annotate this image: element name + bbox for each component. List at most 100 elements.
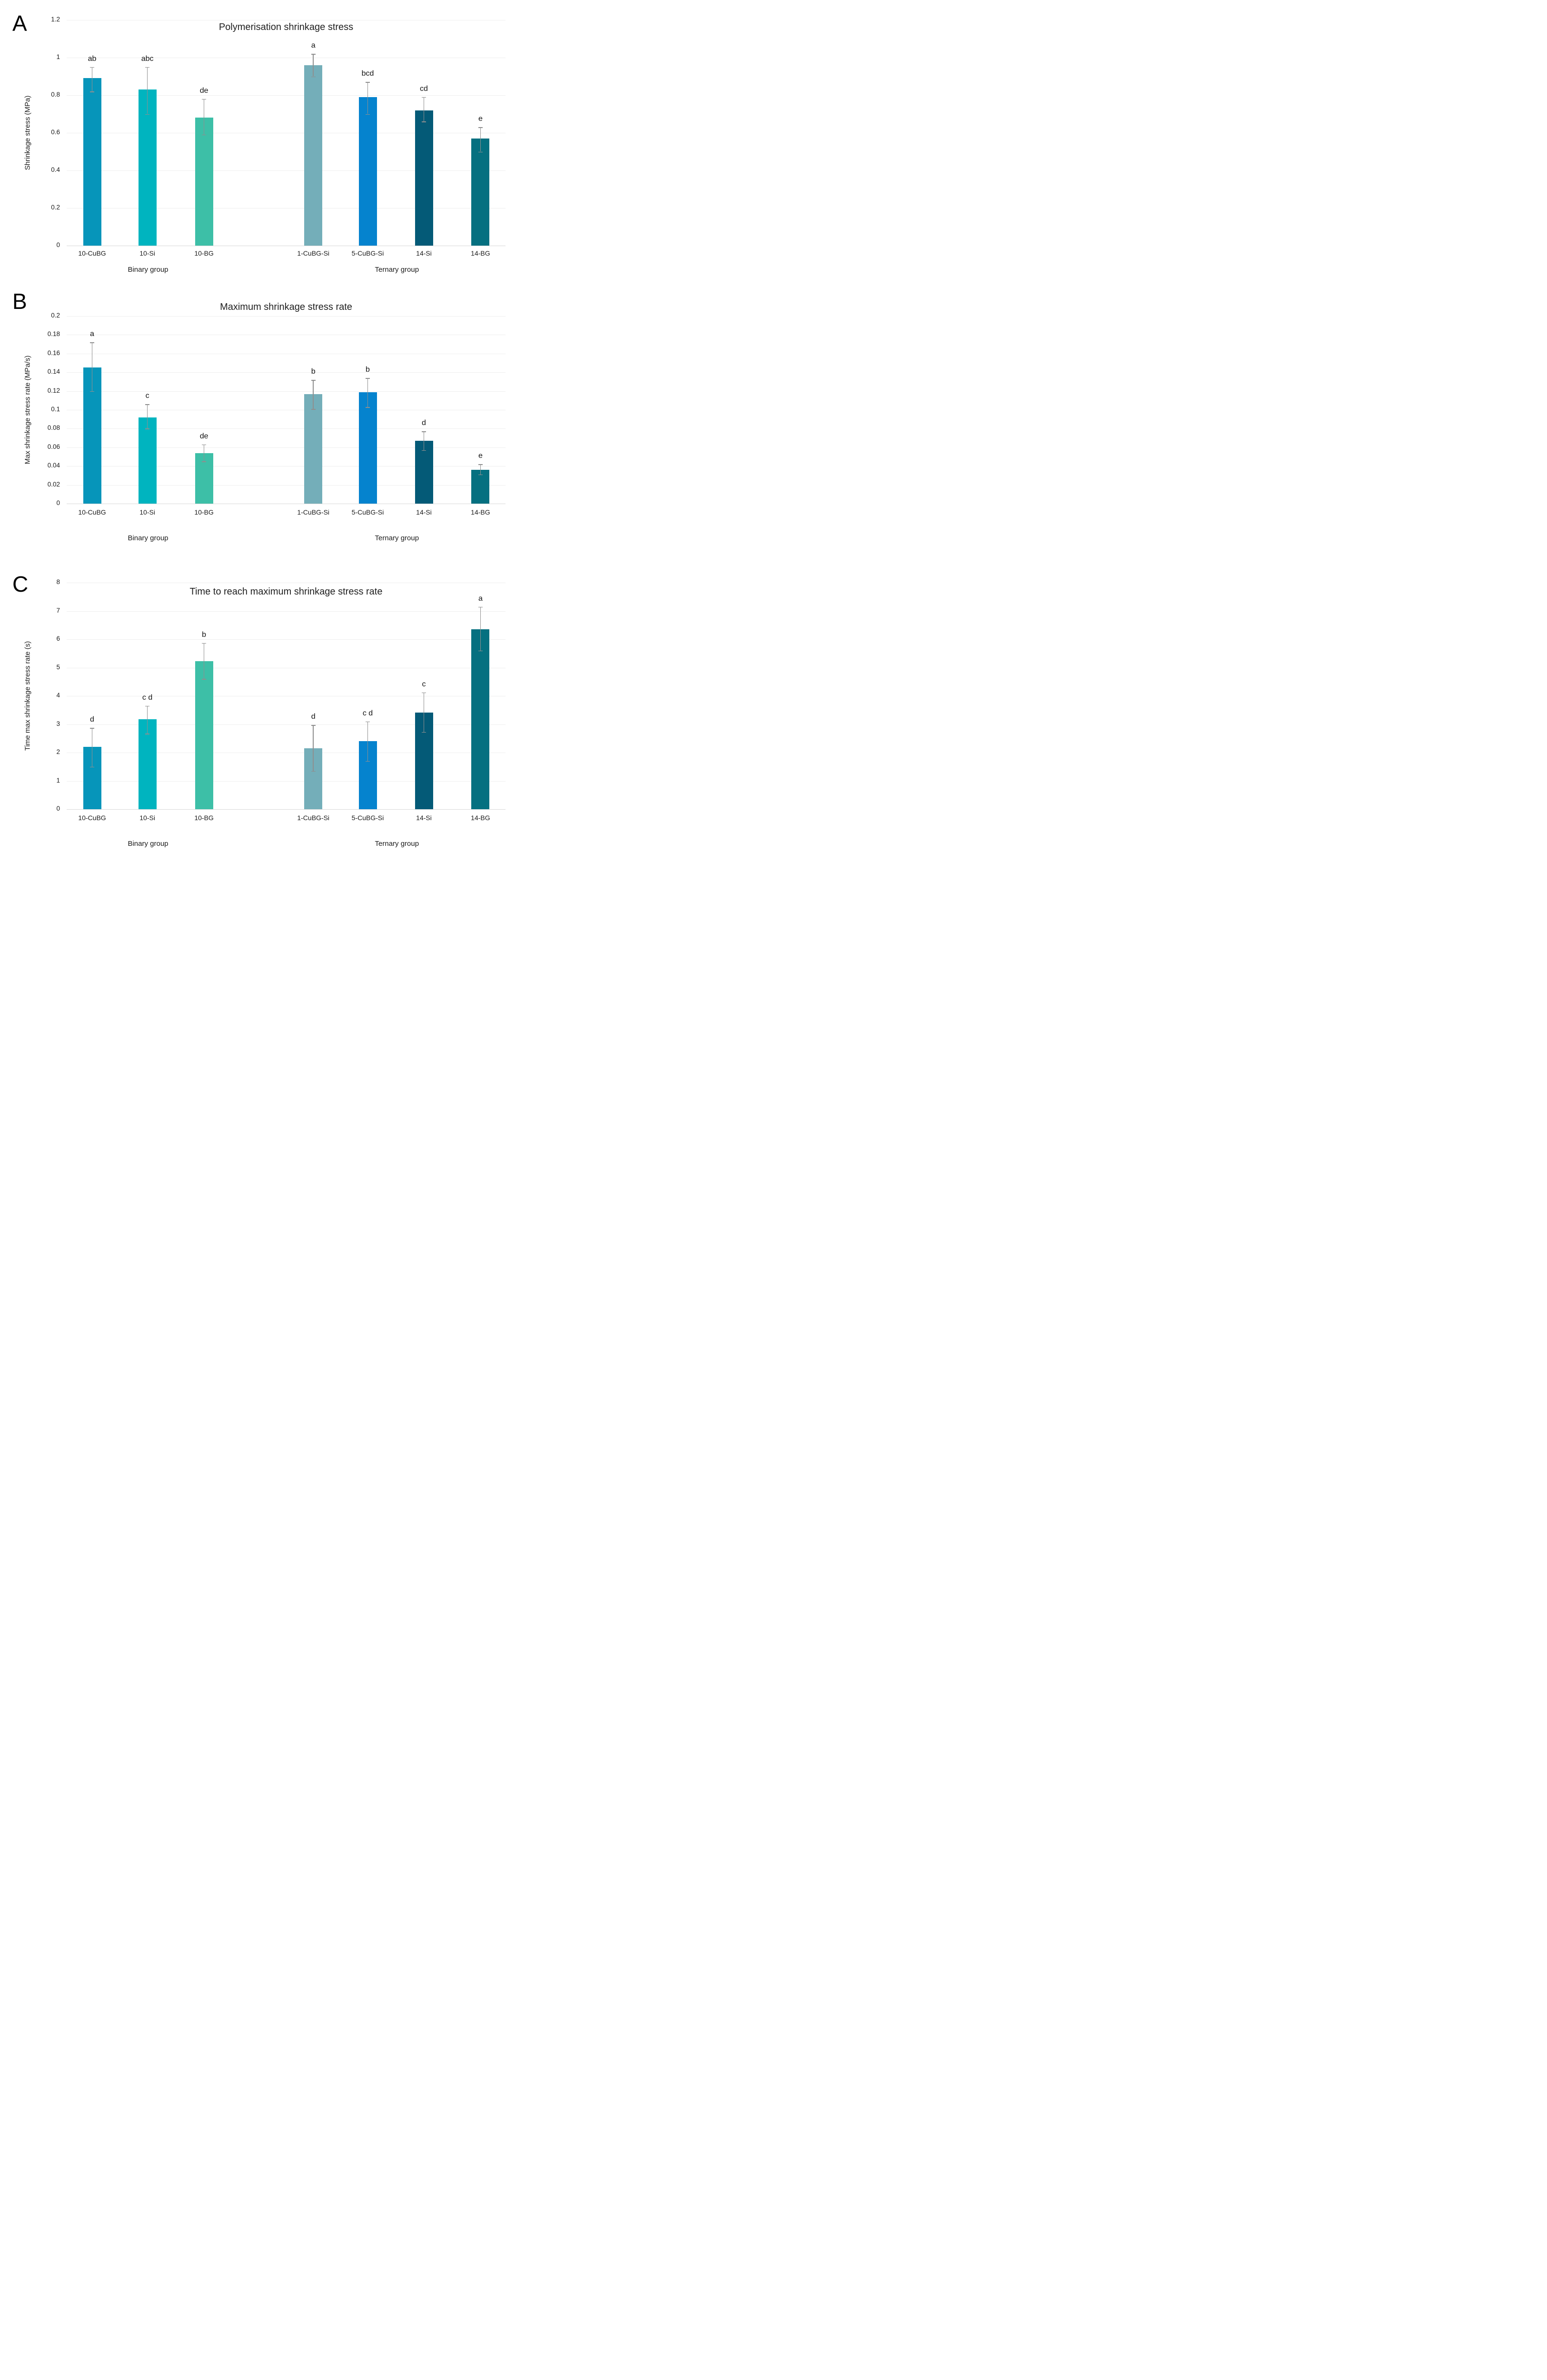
error-bar (313, 380, 314, 409)
error-bar (480, 464, 481, 475)
error-bar-cap (478, 127, 483, 128)
group-label: Binary group (128, 534, 169, 542)
significance-label: d (311, 713, 316, 721)
y-tick-label: 1 (56, 776, 60, 784)
y-tick-label: 0.1 (51, 406, 60, 413)
error-bar-cap (478, 606, 483, 608)
bar-10-Si (138, 417, 157, 504)
y-tick-label: 0.06 (47, 443, 60, 450)
bar-14-BG (471, 629, 490, 809)
y-tick-label: 1 (56, 53, 60, 60)
error-bar-cap (311, 54, 316, 55)
error-bar-cap (311, 380, 316, 381)
y-tick-label: 0.12 (47, 387, 60, 394)
error-bar-cap (311, 76, 316, 77)
x-tick-label: 5-CuBG-Si (351, 508, 384, 516)
chart-title-a: Polymerisation shrinkage stress (218, 22, 354, 32)
y-tick-label: 0.2 (51, 312, 60, 319)
x-tick-label: 1-CuBG-Si (297, 508, 330, 516)
significance-label: b (311, 367, 316, 376)
bar-10-Si (138, 89, 157, 246)
significance-label: a (478, 594, 483, 603)
error-bar-cap (202, 461, 207, 462)
significance-label: c d (142, 693, 153, 702)
x-tick-label: 10-Si (139, 249, 155, 257)
significance-label: d (422, 419, 426, 427)
bar-14-BG (471, 138, 490, 246)
bar-14-BG (471, 470, 490, 504)
gridline (67, 316, 506, 317)
y-tick-label: 0.14 (47, 368, 60, 376)
error-bar-cap (478, 151, 483, 152)
y-tick-label: 1.2 (51, 16, 60, 23)
error-bar-cap (202, 679, 207, 680)
x-tick-label: 5-CuBG-Si (351, 814, 384, 822)
error-bar (91, 728, 93, 767)
error-bar-cap (422, 97, 426, 98)
error-bar-cap (145, 67, 150, 68)
error-bar (203, 444, 205, 462)
gridline (67, 372, 506, 373)
bar-1-CuBG-Si (304, 394, 323, 504)
error-bar-cap (90, 91, 94, 92)
error-bar-cap (422, 732, 426, 733)
error-bar-cap (145, 428, 150, 429)
error-bar-cap (90, 728, 94, 729)
x-tick-label: 10-CuBG (78, 508, 106, 516)
error-bar-cap (311, 771, 316, 772)
gridline (67, 639, 506, 640)
error-bar (203, 643, 205, 679)
error-bar-cap (422, 692, 426, 694)
x-tick-label: 14-BG (471, 508, 490, 516)
error-bar (313, 725, 314, 771)
error-bar (91, 67, 93, 92)
x-tick-label: 10-BG (194, 814, 214, 822)
bar-14-Si (415, 110, 433, 246)
bar-10-BG (195, 118, 213, 246)
error-bar-cap (202, 134, 207, 136)
x-tick-label: 10-CuBG (78, 249, 106, 257)
error-bar (147, 705, 148, 734)
y-tick-label: 0.18 (47, 330, 60, 338)
panel-letter-a: A (12, 11, 27, 36)
error-bar-cap (202, 99, 207, 100)
error-bar-cap (90, 342, 94, 343)
error-bar-cap (478, 474, 483, 476)
x-tick-label: 1-CuBG-Si (297, 814, 330, 822)
error-bar-cap (202, 643, 207, 644)
y-tick-label: 2 (56, 748, 60, 755)
error-bar (480, 606, 481, 651)
error-bar-cap (366, 761, 370, 762)
x-tick-label: 14-Si (416, 508, 432, 516)
gridline (67, 428, 506, 429)
x-tick-label: 10-BG (194, 249, 214, 257)
y-tick-label: 5 (56, 663, 60, 671)
x-axis-baseline (67, 809, 506, 810)
figure-three-panel-bar-charts: A Polymerisation shrinkage stress Shrink… (0, 0, 516, 857)
bar-10-CuBG (83, 78, 101, 246)
significance-label: c (422, 680, 426, 688)
gridline (67, 170, 506, 171)
significance-label: ab (88, 54, 97, 63)
error-bar-cap (90, 67, 94, 68)
significance-label: c d (362, 709, 373, 717)
error-bar-cap (145, 114, 150, 115)
y-tick-label: 4 (56, 692, 60, 699)
error-bar (367, 378, 368, 407)
x-tick-label: 10-BG (194, 508, 214, 516)
group-label: Ternary group (375, 840, 419, 848)
error-bar-cap (366, 721, 370, 722)
x-tick-label: 14-Si (416, 814, 432, 822)
error-bar (423, 692, 425, 732)
error-bar-cap (366, 378, 370, 379)
bar-14-Si (415, 441, 433, 504)
y-tick-label: 0.8 (51, 91, 60, 98)
significance-label: a (90, 330, 94, 338)
y-tick-label: 0 (56, 241, 60, 248)
gridline (67, 95, 506, 96)
significance-label: b (202, 630, 207, 639)
significance-label: bcd (361, 69, 374, 78)
x-tick-label: 10-CuBG (78, 814, 106, 822)
y-tick-label: 8 (56, 578, 60, 585)
error-bar (423, 431, 425, 450)
